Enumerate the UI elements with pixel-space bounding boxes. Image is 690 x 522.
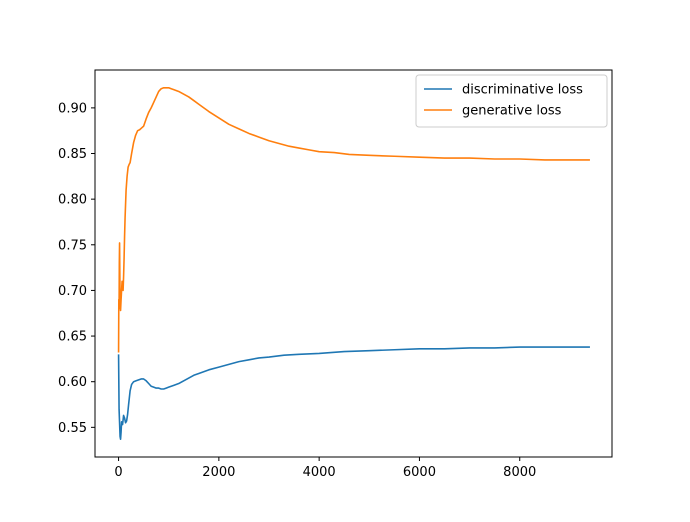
plot-lines — [117, 87, 590, 440]
x-tick-label: 4000 — [303, 465, 336, 480]
series-line-generative-loss — [117, 87, 590, 353]
legend: discriminative loss generative loss — [415, 74, 608, 128]
legend-label-generative-loss: generative loss — [462, 104, 562, 119]
y-tick-label: 0.65 — [58, 330, 87, 345]
x-axis: 0 2000 4000 6000 8000 — [114, 457, 536, 480]
y-tick-label: 0.70 — [58, 284, 87, 299]
x-tick-label: 2000 — [202, 465, 235, 480]
legend-box — [415, 74, 608, 128]
legend-label-discriminative-loss: discriminative loss — [462, 83, 583, 98]
y-axis: 0.55 0.60 0.65 0.70 0.75 0.80 0.85 0.90 — [58, 101, 95, 436]
y-tick-label: 0.90 — [58, 101, 87, 116]
series-line-discriminative-loss — [117, 346, 590, 440]
x-tick-label: 8000 — [503, 465, 536, 480]
y-tick-label: 0.60 — [58, 375, 87, 390]
y-tick-label: 0.55 — [58, 421, 87, 436]
y-tick-label: 0.80 — [58, 193, 87, 208]
x-tick-label: 6000 — [403, 465, 436, 480]
plot-frame — [94, 69, 613, 458]
y-tick-label: 0.75 — [58, 238, 87, 253]
y-tick-label: 0.85 — [58, 147, 87, 162]
x-tick-label: 0 — [114, 465, 122, 480]
